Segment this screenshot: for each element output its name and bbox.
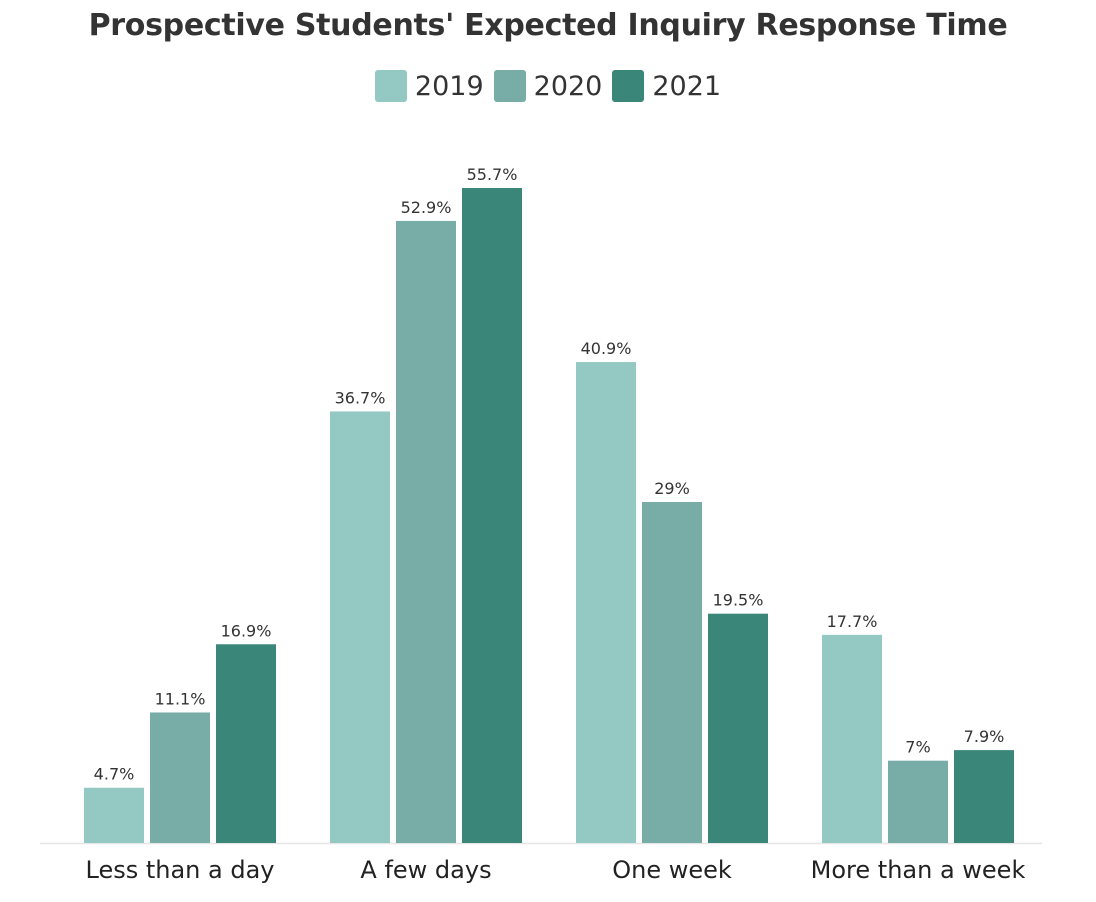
bar-less-than-a-day-2019 bbox=[84, 787, 144, 843]
category-label-less-than-a-day: Less than a day bbox=[86, 856, 275, 884]
bar-one-week-2021 bbox=[708, 613, 768, 843]
data-label-a-few-days-2021: 55.7% bbox=[467, 165, 518, 184]
bar-more-than-a-week-2019 bbox=[822, 634, 882, 843]
data-label-less-than-a-day-2021: 16.9% bbox=[221, 621, 272, 640]
legend-swatch-2020 bbox=[493, 70, 526, 102]
bar-more-than-a-week-2020 bbox=[888, 760, 948, 843]
legend-swatch-2019 bbox=[374, 70, 407, 102]
data-label-one-week-2021: 19.5% bbox=[713, 591, 764, 610]
bar-a-few-days-2019 bbox=[330, 411, 390, 843]
bar-a-few-days-2020 bbox=[396, 220, 456, 843]
data-label-one-week-2019: 40.9% bbox=[581, 339, 632, 358]
legend: 2019 2020 2021 bbox=[0, 70, 1096, 102]
bar-less-than-a-day-2021 bbox=[216, 644, 276, 843]
bar-more-than-a-week-2021 bbox=[954, 750, 1014, 843]
data-label-more-than-a-week-2019: 17.7% bbox=[827, 612, 878, 631]
legend-label-2019: 2019 bbox=[414, 70, 484, 102]
legend-label-2021: 2021 bbox=[652, 70, 722, 102]
bar-one-week-2019 bbox=[576, 362, 636, 843]
legend-swatch-2021 bbox=[612, 70, 645, 102]
category-label-a-few-days: A few days bbox=[360, 856, 491, 884]
legend-item-2019: 2019 bbox=[374, 70, 484, 102]
data-label-less-than-a-day-2019: 4.7% bbox=[94, 765, 135, 784]
category-label-one-week: One week bbox=[612, 856, 732, 884]
data-label-more-than-a-week-2021: 7.9% bbox=[964, 727, 1005, 746]
data-label-more-than-a-week-2020: 7% bbox=[905, 738, 930, 757]
bar-one-week-2020 bbox=[642, 501, 702, 843]
legend-item-2021: 2021 bbox=[612, 70, 721, 102]
data-label-less-than-a-day-2020: 11.1% bbox=[155, 689, 206, 708]
bar-a-few-days-2021 bbox=[462, 188, 522, 843]
data-label-a-few-days-2020: 52.9% bbox=[401, 198, 452, 217]
bar-less-than-a-day-2020 bbox=[150, 712, 210, 843]
chart-title: Prospective Students' Expected Inquiry R… bbox=[88, 8, 1008, 43]
legend-item-2020: 2020 bbox=[493, 70, 603, 102]
legend-label-2020: 2020 bbox=[533, 70, 603, 102]
data-label-one-week-2020: 29% bbox=[654, 479, 690, 498]
category-label-more-than-a-week: More than a week bbox=[811, 856, 1026, 884]
data-label-a-few-days-2019: 36.7% bbox=[335, 388, 386, 407]
